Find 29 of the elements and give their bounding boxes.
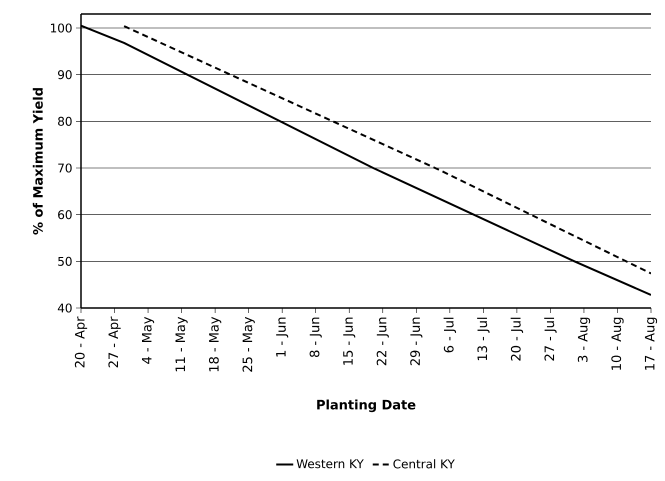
- y-axis-title: % of Maximum Yield: [32, 88, 43, 235]
- y-tick-label: 50: [58, 256, 72, 266]
- legend-label: Central KY: [393, 459, 455, 468]
- x-tick-label: 15 - Jun: [343, 318, 356, 365]
- x-tick-label: 29 - Jun: [410, 318, 422, 366]
- x-tick-label: 18 - May: [208, 316, 222, 372]
- x-tick-label: 11 - May: [176, 316, 188, 372]
- x-tick-label: 3 - Aug: [578, 318, 590, 362]
- y-tick-label: 90: [58, 70, 72, 80]
- y-tick-label: 100: [50, 23, 72, 33]
- legend-label: Western KY: [296, 459, 364, 468]
- x-tick-label: 8 - Jun: [310, 318, 322, 358]
- x-tick-label: 27 - Apr: [108, 316, 121, 368]
- x-tick-label: 1 - Jun: [276, 318, 288, 356]
- y-tick-label: 80: [58, 116, 72, 126]
- x-tick-label: 20 - Jul: [510, 318, 524, 361]
- x-axis-title: Planting Date: [317, 400, 416, 412]
- x-tick-label: 20 - Apr: [74, 316, 88, 368]
- y-tick-label: 60: [58, 210, 72, 220]
- x-tick-label: 22 - Jun: [376, 318, 389, 366]
- x-tick-label: 10 - Aug: [611, 318, 624, 370]
- x-tick-label: 25 - May: [242, 316, 255, 372]
- x-tick-label: 13 - Jul: [477, 318, 490, 360]
- x-tick-label: 4 - May: [142, 316, 154, 364]
- x-tick-label: 6 - Jul: [444, 318, 456, 352]
- x-tick-label: 27 - Jul: [544, 318, 557, 361]
- x-tick-label: 17 - Aug: [644, 318, 658, 370]
- y-tick-label: 70: [58, 163, 72, 173]
- y-tick-label: 40: [58, 303, 72, 313]
